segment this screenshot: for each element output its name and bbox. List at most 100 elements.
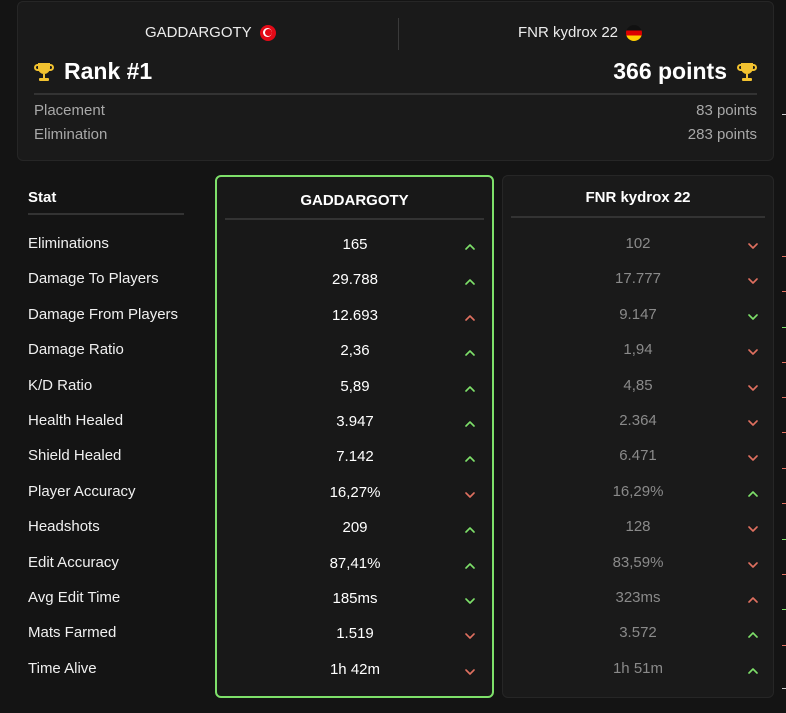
arrow-up-icon [465,558,475,569]
edge-tick [782,539,786,540]
player-divider [398,18,399,50]
edge-tick [782,503,786,504]
elimination-value: 283 points [687,126,757,143]
edge-tick [782,362,786,363]
arrow-down-icon [465,487,475,498]
elimination-row: Elimination 283 points [34,126,757,143]
player-right-value: 2.364 [619,412,657,429]
arrow-up-icon [465,416,475,427]
arrow-down-icon [748,273,758,285]
edge-tick [782,291,786,292]
player-right-value: 16,29% [612,482,664,500]
arrow-up-icon [465,522,475,533]
player-left-column-title: GADDARGOTY [225,178,484,220]
germany-flag-icon [626,24,643,41]
player-left-value: 87,41% [329,554,381,572]
player-right-value: 17.777 [615,270,661,288]
player-right[interactable]: FNR kydrox 22 [518,24,643,41]
player-right-value: 6.471 [619,447,657,465]
player-left-value: 1h 42m [329,660,381,678]
stat-label: Avg Edit Time [28,589,121,606]
arrow-up-icon [748,663,758,674]
player-right-value: 323ms [615,589,661,606]
placement-value: 83 points [696,102,757,119]
summary-divider [34,93,757,95]
player-right-value: 1h 51m [612,659,664,677]
elimination-label: Elimination [34,126,108,143]
arrow-down-icon [748,557,758,568]
player-right-value: 4,85 [623,376,653,394]
stat-label: Time Alive [28,659,97,677]
table-row: Damage Ratio 2,36 1,94 [0,332,786,368]
trophy-icon [34,62,54,82]
player-left-value: 2,36 [340,342,370,360]
table-row: Damage From Players 12.693 9.147 [0,297,786,333]
table-row: Health Healed 3.947 2.364 [0,403,786,439]
arrow-down-icon [748,344,758,355]
table-row: Edit Accuracy 87,41% 83,59% [0,545,786,581]
player-right-value: 83,59% [612,553,664,571]
player-left-value: 165 [342,236,368,253]
arrow-up-icon [465,239,475,250]
arrow-down-icon [465,664,475,675]
table-row: K/D Ratio 5,89 4,85 [0,368,786,404]
arrow-down-icon [748,309,758,320]
player-left-value: 1.519 [336,625,374,643]
edge-tick [782,609,786,610]
player-right-value: 1,94 [623,341,653,359]
stat-column: Stat [28,186,184,215]
players-header: GADDARGOTY FNR kydrox 22 [18,2,773,62]
table-row: Mats Farmed 1.519 3.572 [0,615,786,651]
points-text: 366 points [613,58,727,84]
match-summary-card: GADDARGOTY FNR kydrox 22 Rank #1 366 poi… [17,1,774,161]
edge-tick [782,397,786,398]
player-left-name: GADDARGOTY [145,24,252,41]
table-row: Shield Healed 7.142 6.471 [0,438,786,474]
player-left-value: 12.693 [332,306,378,324]
edge-tick [782,688,786,689]
player-left-value: 209 [342,519,368,537]
arrow-up-icon [748,592,758,603]
stat-label: K/D Ratio [28,376,93,394]
player-left-column: GADDARGOTY [215,175,494,698]
player-left-value: 5,89 [340,377,370,395]
player-right-column-title: FNR kydrox 22 [511,176,765,218]
table-row: Time Alive 1h 42m 1h 51m [0,651,786,687]
arrow-down-icon [748,521,758,532]
arrow-up-icon [465,381,475,392]
arrow-up-icon [465,345,475,356]
placement-row: Placement 83 points [34,102,757,119]
edge-tick [782,256,786,257]
table-row: Headshots 209 128 [0,509,786,545]
placement-label: Placement [34,102,105,119]
stat-label: Headshots [28,518,100,536]
table-row: Player Accuracy 16,27% 16,29% [0,474,786,510]
stat-label: Edit Accuracy [28,553,119,571]
arrow-down-icon [748,415,758,426]
stat-label: Damage Ratio [28,341,124,359]
turkey-flag-icon [259,24,276,41]
stat-label: Health Healed [28,412,124,429]
stat-column-header: Stat [28,186,184,215]
player-right-name: FNR kydrox 22 [518,24,619,41]
player-right-value: 128 [625,518,651,536]
points-display: 366 points [613,58,757,85]
stat-label: Player Accuracy [28,482,136,500]
arrow-up-icon [465,274,475,286]
arrow-down-icon [465,628,475,640]
trophy-icon [737,62,757,82]
player-left[interactable]: GADDARGOTY [145,24,276,41]
player-left-value: 29.788 [332,271,378,289]
stat-label: Mats Farmed [28,624,117,642]
arrow-down-icon [748,238,758,249]
arrow-up-icon [465,451,475,463]
arrow-up-icon [748,486,758,497]
player-right-value: 102 [625,235,651,252]
arrow-up-icon [465,310,475,321]
rank-display: Rank #1 [34,58,152,85]
player-right-value: 9.147 [619,305,657,323]
player-left-value: 7.142 [336,448,374,466]
arrow-down-icon [748,450,758,462]
table-row: Damage To Players 29.788 17.777 [0,261,786,297]
player-left-value: 16,27% [329,483,381,501]
